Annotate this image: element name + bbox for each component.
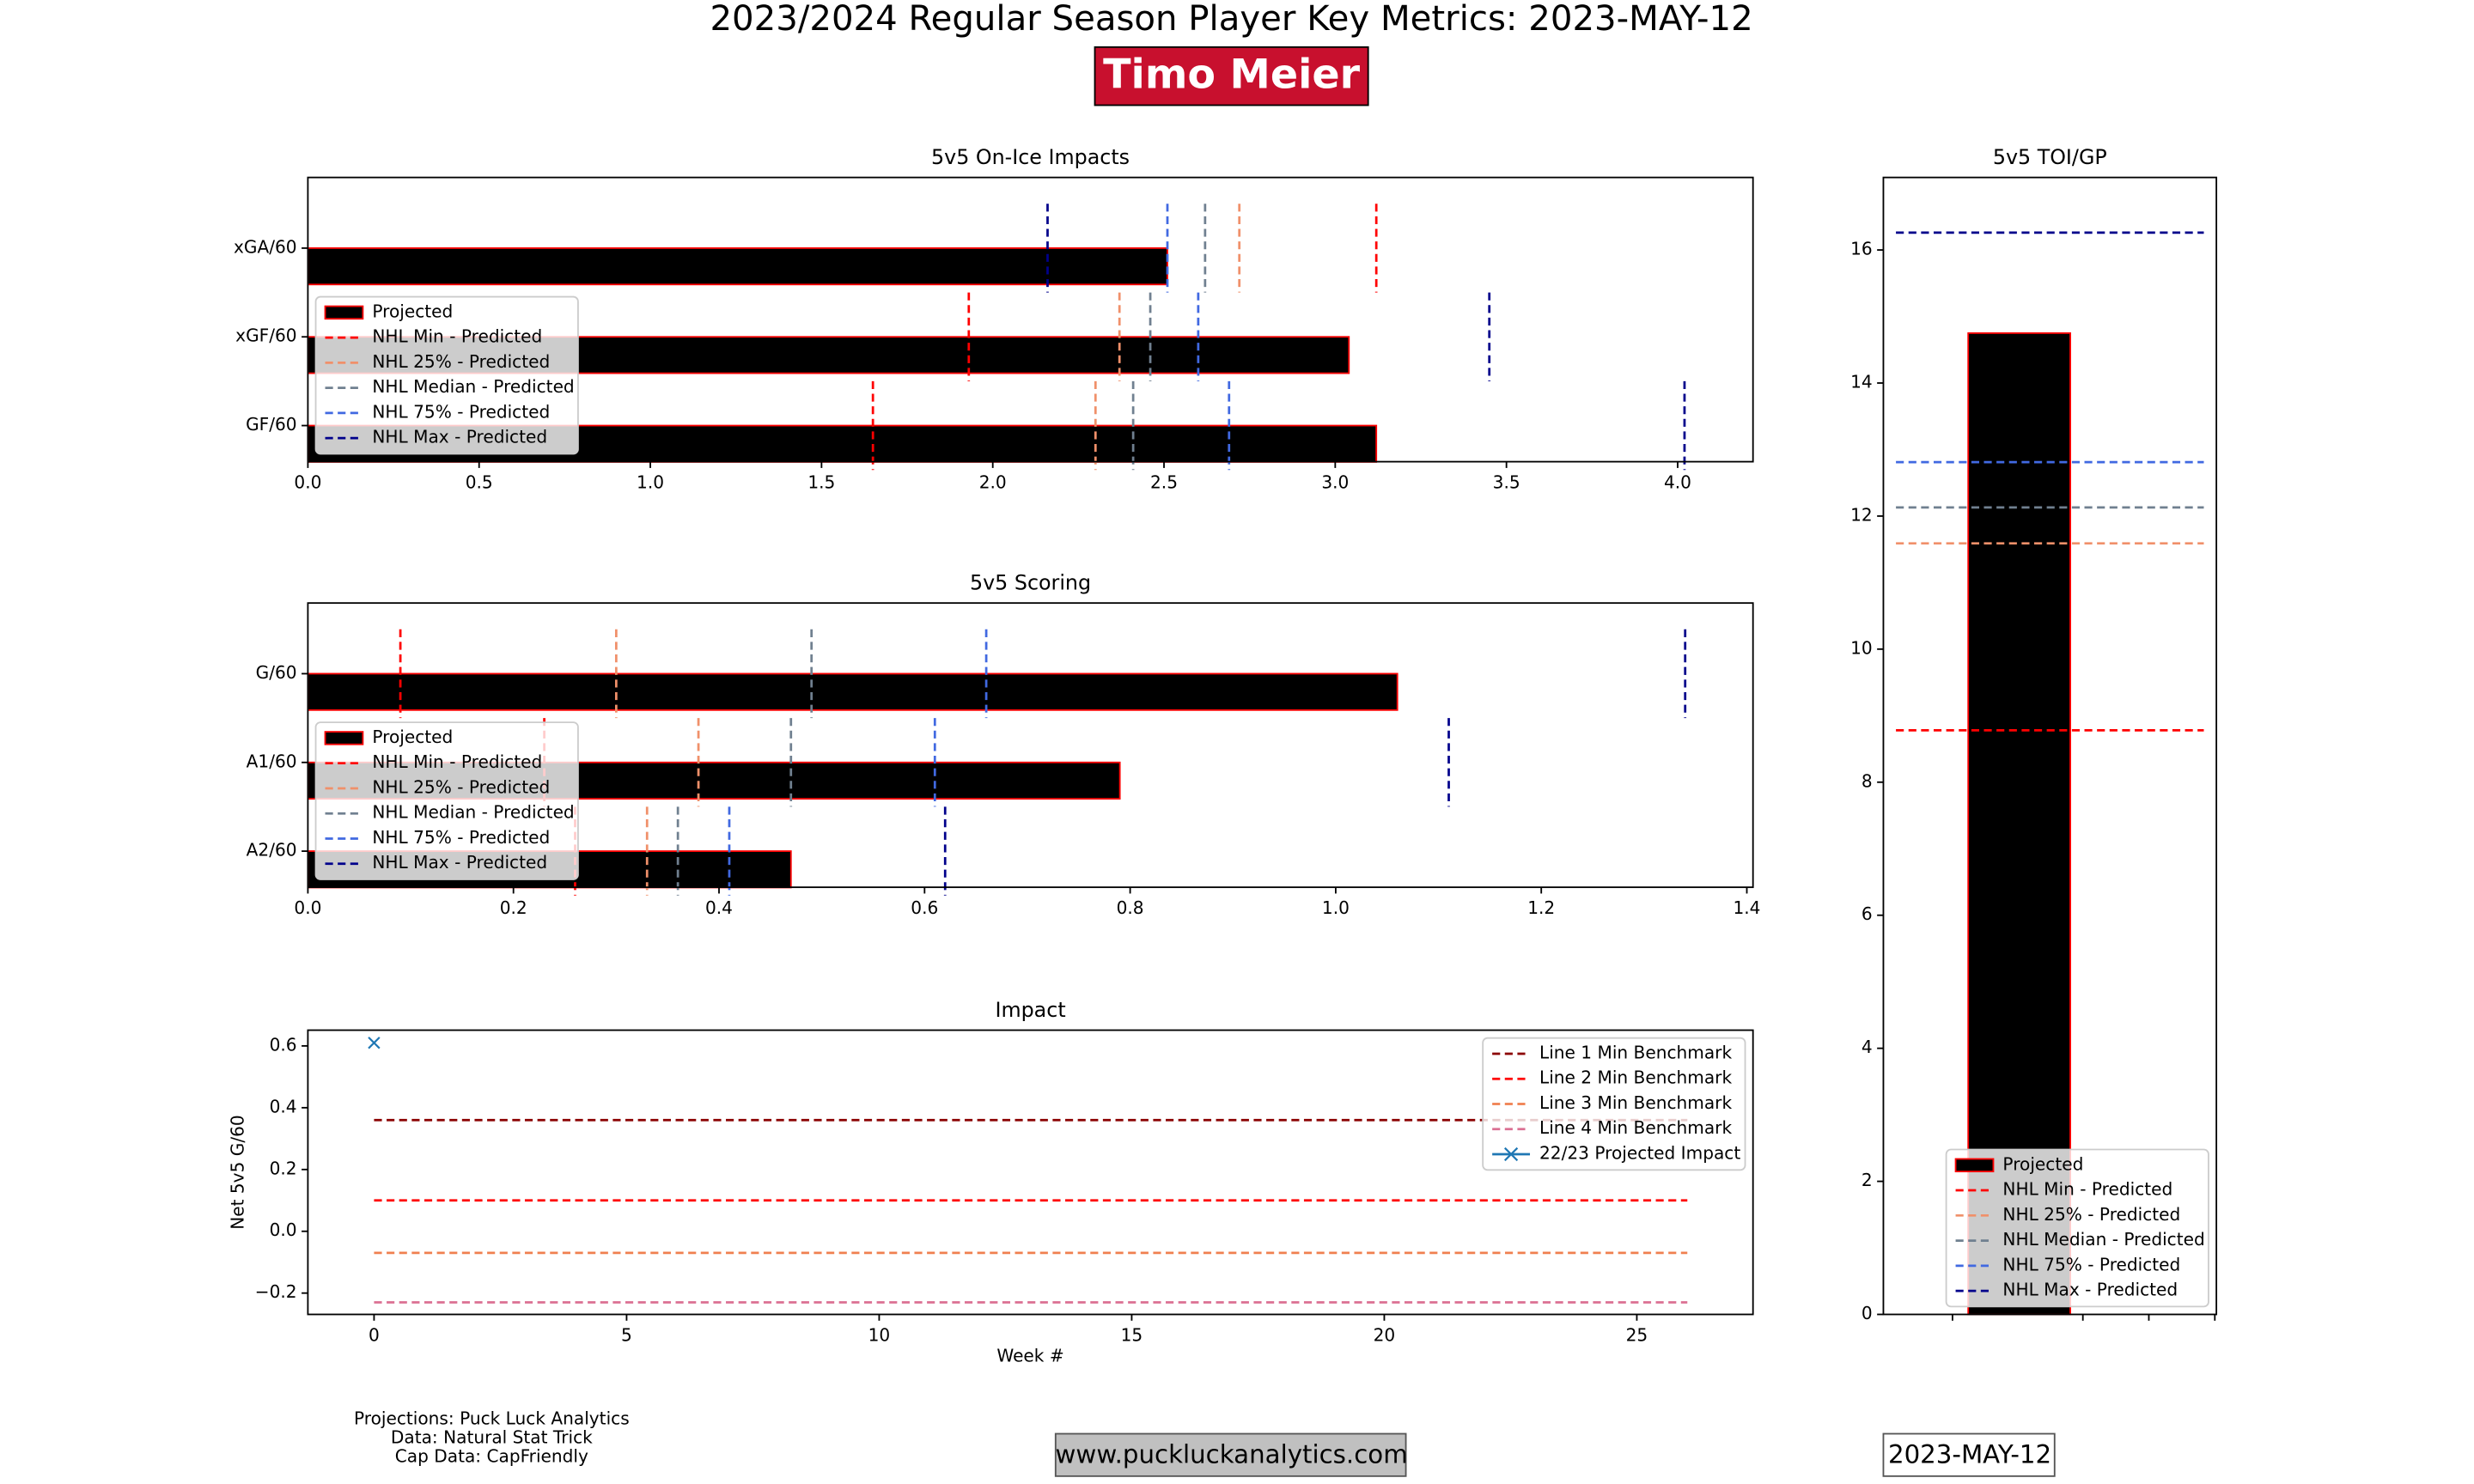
x-tick-label: 1.5 bbox=[807, 472, 835, 493]
legend-swatch bbox=[324, 305, 364, 320]
y-tick-label: 10 bbox=[1850, 637, 1873, 658]
axes-frame bbox=[307, 1029, 1754, 1316]
x-tick-label: 10 bbox=[868, 1325, 891, 1346]
legend-label: NHL 25% - Predicted bbox=[372, 351, 550, 372]
legend-label: Line 2 Min Benchmark bbox=[1539, 1067, 1732, 1088]
x-tick-label: 4.0 bbox=[1664, 472, 1691, 493]
legend-marker bbox=[1503, 1146, 1519, 1162]
category-label: xGF/60 bbox=[235, 325, 296, 346]
legend-box bbox=[1945, 1148, 2209, 1308]
category-label: GF/60 bbox=[246, 414, 297, 435]
legend-label: NHL Max - Predicted bbox=[2002, 1280, 2178, 1300]
legend-label: NHL 75% - Predicted bbox=[2002, 1254, 2180, 1274]
player-box bbox=[1094, 46, 1369, 106]
y-tick-label: 14 bbox=[1850, 371, 1873, 392]
date: 2023-MAY-12 bbox=[1888, 1440, 2051, 1469]
legend-label: 22/23 Projected Impact bbox=[1539, 1143, 1740, 1164]
legend-label: NHL 75% - Predicted bbox=[372, 401, 550, 422]
legend-label: Line 4 Min Benchmark bbox=[1539, 1117, 1732, 1138]
x-tick-label: 1.4 bbox=[1734, 897, 1761, 918]
category-label: A1/60 bbox=[247, 751, 297, 771]
y-tick-label: 0 bbox=[1862, 1303, 1873, 1323]
x-tick-label: 2.0 bbox=[979, 472, 1007, 493]
legend-label: Projected bbox=[372, 301, 453, 321]
credit: Projections: Puck Luck Analytics bbox=[354, 1408, 630, 1429]
x-tick-label: 1.2 bbox=[1527, 897, 1555, 918]
x-tick-label: 0 bbox=[369, 1325, 380, 1346]
x-tick-label: 0.5 bbox=[466, 472, 493, 493]
chart-title: Impact bbox=[995, 998, 1065, 1022]
x-tick-label: 0.0 bbox=[294, 472, 321, 493]
legend-label: NHL 25% - Predicted bbox=[2002, 1204, 2180, 1225]
credit: Cap Data: CapFriendly bbox=[395, 1445, 588, 1466]
legend-label: NHL Max - Predicted bbox=[372, 852, 547, 873]
x-tick-label: 0.0 bbox=[294, 897, 321, 918]
legend-box bbox=[1482, 1037, 1746, 1171]
y-tick-label: 0.0 bbox=[270, 1219, 297, 1240]
y-tick-label: 16 bbox=[1850, 239, 1873, 259]
credit: Data: Natural Stat Trick bbox=[391, 1426, 593, 1447]
y-tick-label: −0.2 bbox=[255, 1281, 297, 1302]
chart-title: 5v5 On-Ice Impacts bbox=[931, 145, 1130, 169]
x-tick-label: 15 bbox=[1121, 1325, 1143, 1346]
x-tick-label: 3.0 bbox=[1321, 472, 1349, 493]
y-tick-label: 2 bbox=[1862, 1170, 1873, 1190]
y-tick-label: 12 bbox=[1850, 504, 1873, 525]
legend-label: NHL Median - Predicted bbox=[372, 802, 574, 823]
axes-frame bbox=[1882, 176, 2218, 1316]
x-tick-label: 0.4 bbox=[705, 897, 733, 918]
legend-label: NHL Median - Predicted bbox=[2002, 1229, 2204, 1250]
axes-frame bbox=[307, 176, 1754, 463]
main-title: 2023/2024 Regular Season Player Key Metr… bbox=[710, 0, 1752, 39]
legend-box bbox=[314, 295, 579, 455]
y-tick-label: 0.4 bbox=[270, 1096, 297, 1116]
x-tick-label: 1.0 bbox=[637, 472, 664, 493]
legend-label: NHL 25% - Predicted bbox=[372, 776, 550, 797]
legend-label: NHL Min - Predicted bbox=[372, 326, 542, 347]
y-tick-label: 6 bbox=[1862, 903, 1873, 924]
x-tick-label: 20 bbox=[1374, 1325, 1396, 1346]
player-name: Timo Meier bbox=[1103, 52, 1361, 99]
legend-label: Projected bbox=[2002, 1153, 2083, 1174]
x-tick-label: 2.5 bbox=[1150, 472, 1178, 493]
chart-title: 5v5 TOI/GP bbox=[1993, 145, 2107, 169]
x-tick-label: 25 bbox=[1626, 1325, 1648, 1346]
y-tick-label: 0.6 bbox=[270, 1034, 297, 1055]
axes-frame bbox=[307, 602, 1754, 889]
website-box bbox=[1054, 1432, 1407, 1477]
x-tick-label: 3.5 bbox=[1493, 472, 1520, 493]
legend-label: NHL Median - Predicted bbox=[372, 376, 574, 397]
bar bbox=[307, 247, 1168, 286]
date-box bbox=[1882, 1432, 2056, 1477]
point bbox=[368, 1037, 381, 1049]
x-tick-label: 5 bbox=[621, 1325, 632, 1346]
category-label: A2/60 bbox=[247, 840, 297, 861]
legend-box bbox=[314, 721, 579, 880]
legend-label: NHL Min - Predicted bbox=[2002, 1179, 2172, 1200]
x-tick-label: 0.6 bbox=[911, 897, 938, 918]
website: www.puckluckanalytics.com bbox=[1056, 1440, 1408, 1469]
bar bbox=[307, 672, 1398, 711]
x-tick-label: 0.2 bbox=[500, 897, 527, 918]
y-axis-label: Net 5v5 G/60 bbox=[227, 1115, 247, 1230]
legend-label: NHL Min - Predicted bbox=[372, 751, 542, 772]
chart-title: 5v5 Scoring bbox=[970, 571, 1091, 595]
legend-label: Line 3 Min Benchmark bbox=[1539, 1092, 1732, 1113]
legend-swatch bbox=[324, 731, 364, 745]
legend-label: NHL Max - Predicted bbox=[372, 427, 547, 447]
legend-label: Line 1 Min Benchmark bbox=[1539, 1042, 1732, 1062]
category-label: xGA/60 bbox=[234, 236, 297, 257]
x-tick-label: 0.8 bbox=[1117, 897, 1144, 918]
legend-label: Projected bbox=[372, 727, 453, 747]
y-tick-label: 0.2 bbox=[270, 1158, 297, 1178]
y-tick-label: 8 bbox=[1862, 770, 1873, 791]
category-label: G/60 bbox=[256, 662, 297, 683]
x-tick-label: 1.0 bbox=[1322, 897, 1350, 918]
y-tick-label: 4 bbox=[1862, 1037, 1873, 1057]
legend-swatch bbox=[1954, 1158, 1995, 1173]
legend-label: NHL 75% - Predicted bbox=[372, 827, 550, 848]
x-axis-label: Week # bbox=[996, 1345, 1063, 1365]
